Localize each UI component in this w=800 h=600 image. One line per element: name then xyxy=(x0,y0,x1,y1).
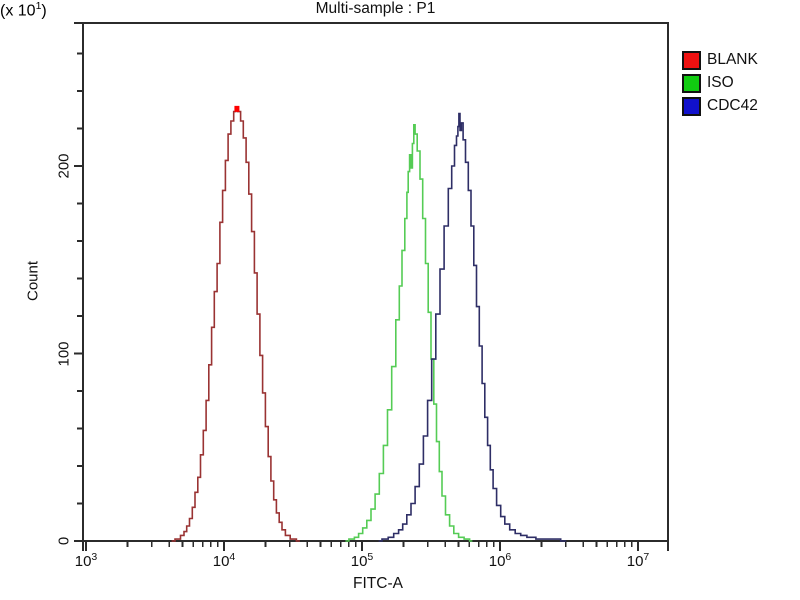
legend-label: CDC42 xyxy=(707,97,758,114)
series-curve-blank xyxy=(171,107,300,542)
chart-title: Multi-sample : P1 xyxy=(315,0,436,17)
legend-swatch-iso xyxy=(682,73,701,93)
y-axis-scale-label: (x 101) xyxy=(0,0,800,20)
peak-marker-blank xyxy=(234,105,240,112)
legend-label: BLANK xyxy=(707,51,758,68)
y-tick-label: 200 xyxy=(55,153,73,179)
legend-swatch-blank xyxy=(682,50,701,70)
x-tick-label: 103 xyxy=(74,551,98,570)
chart-legend: BLANK ISO CDC42 xyxy=(682,50,758,116)
series-curve-cdc42 xyxy=(378,112,567,542)
y-scale-suffix: ) xyxy=(41,2,47,20)
series-curve-iso xyxy=(345,124,473,542)
y-tick-label: 100 xyxy=(55,340,73,367)
y-scale-prefix: (x 10 xyxy=(0,2,36,20)
legend-label: ISO xyxy=(707,74,734,91)
x-tick-label: 104 xyxy=(212,551,236,570)
legend-item-blank: BLANK xyxy=(682,50,758,70)
x-tick-label: 105 xyxy=(350,551,374,570)
legend-item-cdc42: CDC42 xyxy=(682,96,758,116)
y-axis-title: Count xyxy=(24,260,42,302)
legend-swatch-cdc42 xyxy=(682,96,701,116)
legend-item-iso: ISO xyxy=(682,73,758,93)
plot-frame xyxy=(82,22,669,542)
x-tick-label: 106 xyxy=(488,551,512,570)
x-axis-title: FITC-A xyxy=(353,575,403,592)
y-tick-label: 0 xyxy=(55,536,73,546)
y-scale-exponent: 1 xyxy=(35,0,42,12)
x-tick-label: 107 xyxy=(626,551,650,570)
